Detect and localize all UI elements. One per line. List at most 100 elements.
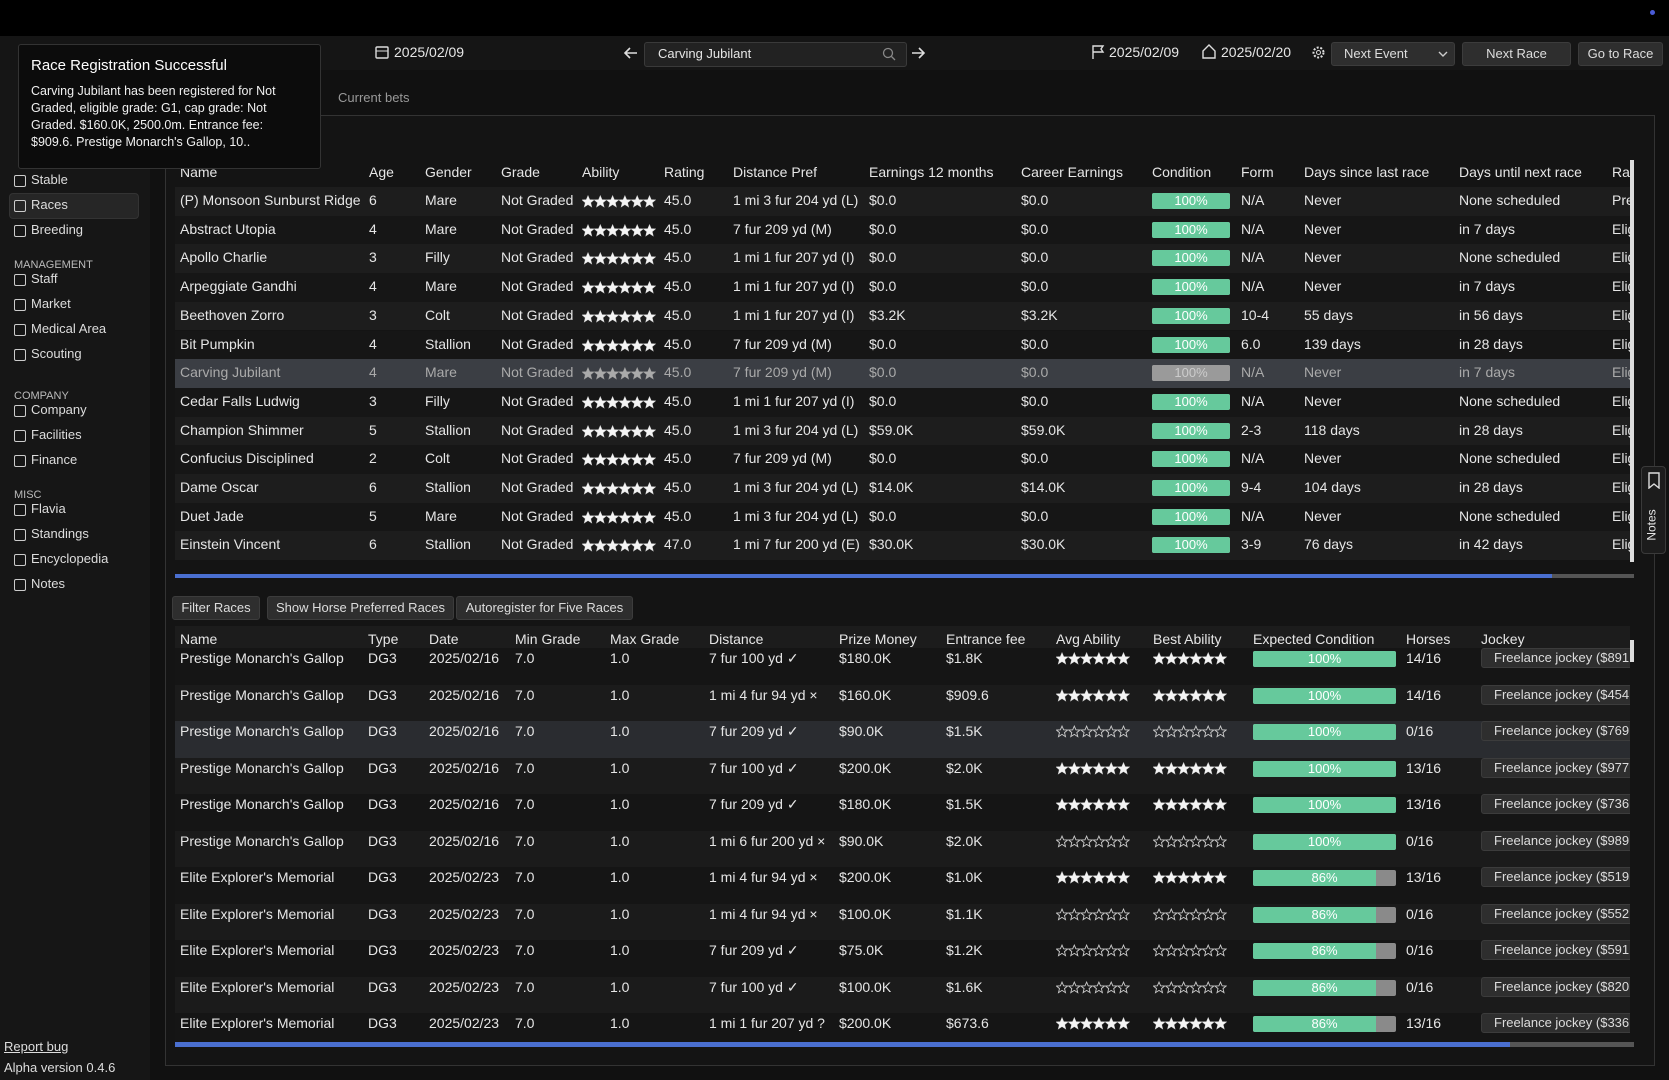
column-header[interactable]: Name	[180, 631, 218, 647]
nav-item[interactable]: Races	[31, 197, 68, 212]
jockey-button[interactable]: Freelance jockey ($336	[1481, 1013, 1630, 1033]
race-button[interactable]: Autoregister for Five Races	[456, 596, 633, 620]
nav-item[interactable]: Breeding	[31, 222, 84, 237]
jockey-button[interactable]: Freelance jockey ($820	[1481, 976, 1630, 997]
next-arrow[interactable]	[909, 44, 927, 62]
race-row[interactable]: Elite Explorer's Memorial DG3 2025/02/23 7.…	[175, 940, 1630, 977]
column-header[interactable]: Avg Ability	[1056, 631, 1121, 647]
header-button[interactable]: Next Race	[1462, 42, 1571, 66]
jockey-button[interactable]: Freelance jockey ($591	[1481, 940, 1630, 960]
v-scroll-thumb[interactable]	[1630, 640, 1634, 662]
race-row[interactable]: Prestige Monarch's Gallop DG3 2025/02/16 7.…	[175, 721, 1630, 758]
race-row[interactable]: Elite Explorer's Memorial DG3 2025/02/23 7.…	[175, 1013, 1630, 1042]
column-header[interactable]: Days since last race	[1304, 164, 1430, 180]
column-header[interactable]: Ra	[1612, 164, 1630, 180]
column-header[interactable]: Date	[429, 631, 459, 647]
horse-row[interactable]: Beethoven Zorro 3 Colt Not Graded 45.0 1 mi 1…	[175, 301, 1630, 331]
settings-icon[interactable]	[1311, 45, 1326, 60]
nav-item[interactable]: Staff	[31, 271, 58, 286]
star-outline	[1176, 834, 1191, 848]
jockey-button[interactable]: Freelance jockey ($977	[1481, 757, 1630, 778]
race-button[interactable]: Show Horse Preferred Races	[267, 596, 454, 620]
nav-item[interactable]: Medical Area	[31, 321, 107, 336]
race-button[interactable]: Filter Races	[172, 596, 260, 620]
column-header[interactable]: Grade	[501, 164, 540, 180]
nav-item[interactable]: Market	[31, 296, 71, 311]
column-header[interactable]: Entrance fee	[946, 631, 1026, 647]
race-row[interactable]: Elite Explorer's Memorial DG3 2025/02/23 7.…	[175, 903, 1630, 940]
race-row[interactable]: Elite Explorer's Memorial DG3 2025/02/23 7.…	[175, 867, 1630, 904]
race-row[interactable]: Prestige Monarch's Gallop DG3 2025/02/16 7.…	[175, 830, 1630, 867]
search-box[interactable]: Carving Jubilant	[644, 42, 907, 67]
horse-row[interactable]: Einstein Vincent 6 Stallion Not Graded 47.0 1…	[175, 531, 1630, 561]
report-bug-link[interactable]: Report bug	[4, 1039, 69, 1054]
race-row[interactable]: Prestige Monarch's Gallop DG3 2025/02/16 7.…	[175, 757, 1630, 794]
horse-row[interactable]: Duet Jade 5 Mare Not Graded 45.0 1 mi 3 fur 2…	[175, 502, 1630, 532]
cell: DG3	[368, 905, 397, 922]
nav-item[interactable]: Company	[31, 402, 87, 417]
jockey-button[interactable]: Freelance jockey ($769	[1481, 721, 1630, 741]
column-header[interactable]: Form	[1241, 164, 1274, 180]
column-header[interactable]: Career Earnings	[1021, 164, 1123, 180]
column-header[interactable]: Best Ability	[1153, 631, 1222, 647]
nav-item[interactable]: Stable	[31, 172, 68, 187]
horse-row[interactable]: Arpeggiate Gandhi 4 Mare Not Graded 45.0 1 mi…	[175, 273, 1630, 302]
horse-row[interactable]: Abstract Utopia 4 Mare Not Graded 45.0 7 fur …	[175, 215, 1630, 245]
nav-item[interactable]: Facilities	[31, 427, 82, 442]
jockey-button[interactable]: Freelance jockey ($519	[1481, 867, 1630, 887]
race-row[interactable]: Prestige Monarch's Gallop DG3 2025/02/16 7.…	[175, 684, 1630, 721]
side-tab[interactable]: Notes	[1641, 466, 1666, 554]
cell: N/A	[1241, 192, 1265, 208]
header-button[interactable]: Go to Race	[1578, 42, 1663, 66]
column-header[interactable]: Gender	[425, 164, 472, 180]
horse-row[interactable]: Confucius Disciplined 2 Colt Not Graded 45.0…	[175, 445, 1630, 474]
nav-item[interactable]: Standings	[31, 526, 89, 541]
column-header[interactable]: Rating	[664, 164, 705, 180]
star-fill	[1117, 653, 1130, 664]
jockey-button[interactable]: Freelance jockey ($552	[1481, 903, 1630, 924]
race-row[interactable]: Elite Explorer's Memorial DG3 2025/02/23 7.…	[175, 976, 1630, 1013]
scroll-thumb[interactable]	[175, 1042, 1510, 1047]
nav-item[interactable]: Encyclopedia	[31, 551, 109, 566]
cell: 13/16	[1406, 759, 1442, 776]
column-header[interactable]: Max Grade	[610, 631, 680, 647]
column-header[interactable]: Distance	[709, 631, 764, 647]
column-header[interactable]: Jockey	[1481, 631, 1525, 647]
scroll-thumb[interactable]	[175, 574, 1552, 578]
column-header[interactable]: Expected Condition	[1253, 631, 1375, 647]
v-scroll-thumb[interactable]	[1630, 160, 1634, 562]
column-header[interactable]: Days until next race	[1459, 164, 1582, 180]
horse-row[interactable]: Cedar Falls Ludwig 3 Filly Not Graded 45.0 1 …	[175, 387, 1630, 417]
cell: Stallion	[425, 479, 471, 495]
tab[interactable]: Current bets	[338, 90, 410, 105]
horse-row[interactable]: Champion Shimmer 5 Stallion Not Graded 45.0 1…	[175, 416, 1630, 446]
column-header[interactable]: Min Grade	[515, 631, 581, 647]
prev-arrow[interactable]	[622, 44, 640, 62]
horse-row[interactable]: Carving Jubilant 4 Mare Not Graded 45.0 7 fur…	[175, 359, 1630, 388]
event-select[interactable]: Next Event	[1331, 42, 1455, 66]
nav-item[interactable]: Notes	[31, 576, 65, 591]
column-header[interactable]: Prize Money	[839, 631, 917, 647]
horse-row[interactable]: (P) Monsoon Sunburst Ridge 6 Mare Not Grade…	[175, 187, 1630, 216]
star-fill	[1056, 799, 1068, 810]
column-header[interactable]: Type	[368, 631, 399, 647]
column-header[interactable]: Ability	[582, 164, 620, 180]
column-header[interactable]: Earnings 12 months	[869, 164, 994, 180]
nav-item[interactable]: Scouting	[31, 346, 82, 361]
nav-item[interactable]: Finance	[31, 452, 78, 467]
jockey-button[interactable]: Freelance jockey ($736	[1481, 794, 1630, 814]
jockey-button[interactable]: Freelance jockey ($891	[1481, 648, 1630, 668]
column-header[interactable]: Condition	[1152, 164, 1212, 180]
race-row[interactable]: Prestige Monarch's Gallop DG3 2025/02/16 7.…	[175, 794, 1630, 831]
condition-fill	[1253, 651, 1396, 667]
horse-row[interactable]: Apollo Charlie 3 Filly Not Graded 45.0 1 mi 1…	[175, 244, 1630, 274]
horse-row[interactable]: Dame Oscar 6 Stallion Not Graded 45.0 1 mi 3 …	[175, 474, 1630, 503]
horse-row[interactable]: Bit Pumpkin 4 Stallion Not Graded 45.0 7 fur …	[175, 330, 1630, 360]
column-header[interactable]: Distance Pref	[733, 164, 818, 180]
jockey-button[interactable]: Freelance jockey ($454	[1481, 684, 1630, 705]
nav-item[interactable]: Flavia	[31, 501, 66, 516]
column-header[interactable]: Age	[369, 164, 394, 180]
jockey-button[interactable]: Freelance jockey ($989	[1481, 830, 1630, 851]
column-header[interactable]: Horses	[1406, 631, 1451, 647]
race-row[interactable]: Prestige Monarch's Gallop DG3 2025/02/16 7.…	[175, 648, 1630, 685]
